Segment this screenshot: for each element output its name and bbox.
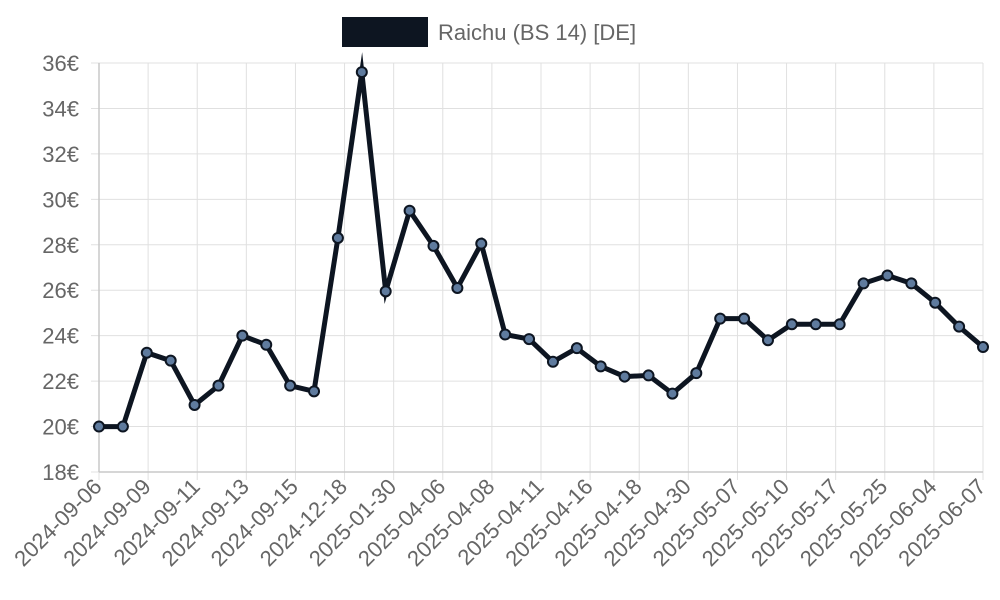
- data-point: [427, 239, 440, 252]
- data-point: [260, 338, 273, 351]
- x-tick-labels: 2024-09-062024-09-092024-09-112024-09-13…: [9, 474, 990, 571]
- data-point: [642, 369, 655, 382]
- data-point: [857, 277, 870, 290]
- data-point: [379, 285, 392, 298]
- data-point: [833, 318, 846, 331]
- data-point: [929, 296, 942, 309]
- data-point: [355, 66, 368, 79]
- data-point: [618, 370, 631, 383]
- data-point: [331, 231, 344, 244]
- y-tick-label: 24€: [42, 324, 79, 349]
- y-tick-label: 22€: [42, 369, 79, 394]
- y-tick-label: 30€: [42, 187, 79, 212]
- data-point: [140, 346, 153, 359]
- y-tick-label: 36€: [42, 51, 79, 76]
- y-tick-label: 18€: [42, 460, 79, 485]
- data-point: [761, 334, 774, 347]
- y-tick-label: 20€: [42, 415, 79, 440]
- data-point: [570, 342, 583, 355]
- y-tick-label: 26€: [42, 278, 79, 303]
- data-point: [809, 318, 822, 331]
- data-point: [93, 420, 105, 433]
- data-point: [403, 204, 416, 217]
- data-point: [738, 312, 751, 325]
- data-point: [212, 379, 225, 392]
- legend: Raichu (BS 14) [DE]: [342, 17, 636, 47]
- data-point: [594, 360, 607, 373]
- data-point: [236, 329, 249, 342]
- data-point: [475, 237, 488, 250]
- data-point: [905, 277, 918, 290]
- data-point: [666, 387, 679, 400]
- data-point: [116, 420, 129, 433]
- y-tick-label: 28€: [42, 233, 79, 258]
- y-tick-label: 32€: [42, 142, 79, 167]
- data-point: [953, 320, 966, 333]
- y-tick-label: 34€: [42, 96, 79, 121]
- data-point: [546, 355, 559, 368]
- data-point: [714, 312, 727, 325]
- data-point: [164, 354, 177, 367]
- y-tick-labels: 18€ 20€ 22€ 24€ 26€ 28€ 30€ 32€ 34€ 36€: [42, 51, 79, 485]
- data-point: [451, 281, 464, 294]
- data-point: [785, 318, 798, 331]
- axes: [98, 63, 983, 473]
- data-point: [308, 385, 321, 398]
- data-point: [499, 328, 512, 341]
- grid: [91, 62, 984, 480]
- legend-label: Raichu (BS 14) [DE]: [438, 20, 636, 45]
- data-point: [881, 269, 894, 282]
- data-point: [977, 341, 989, 354]
- data-point: [690, 367, 703, 380]
- data-point: [284, 379, 297, 392]
- data-point: [188, 398, 201, 411]
- legend-swatch: [342, 17, 428, 47]
- data-point: [523, 333, 536, 346]
- series: [93, 52, 989, 433]
